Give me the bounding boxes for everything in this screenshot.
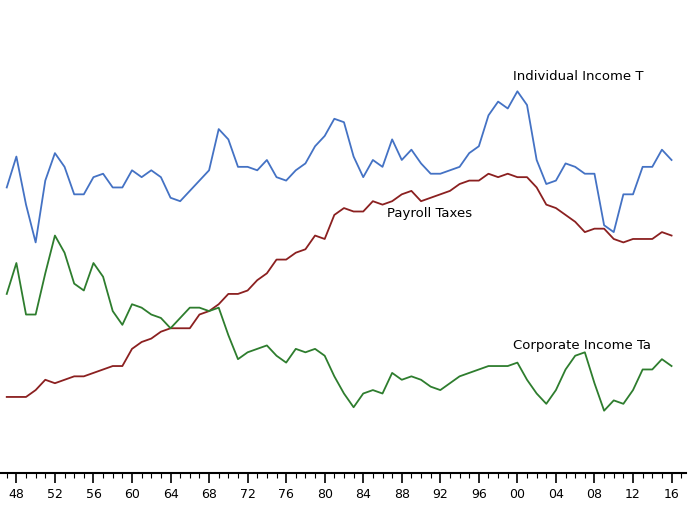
Text: Individual Income T: Individual Income T	[512, 70, 643, 83]
Text: Corporate Income Ta: Corporate Income Ta	[512, 339, 650, 352]
Text: Payroll Taxes: Payroll Taxes	[387, 207, 472, 220]
